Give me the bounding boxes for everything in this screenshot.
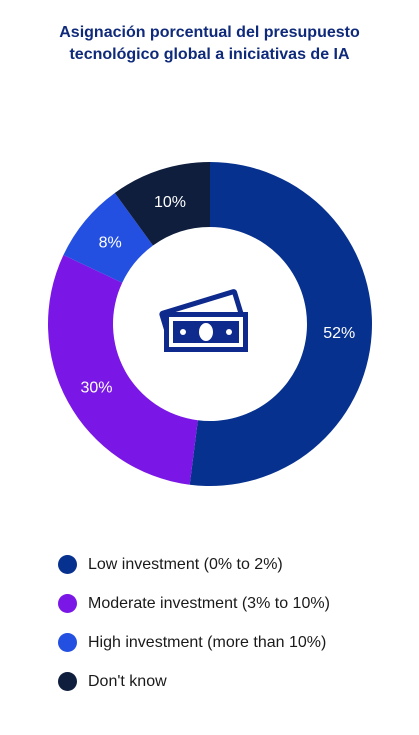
donut-slice-4 bbox=[114, 162, 210, 246]
legend-swatch bbox=[58, 672, 77, 691]
slice-label-1: 52% bbox=[323, 325, 355, 342]
donut-slice-3 bbox=[63, 192, 153, 283]
legend-swatch bbox=[58, 555, 77, 574]
slice-label-4: 10% bbox=[154, 194, 186, 211]
legend-swatch bbox=[58, 633, 77, 652]
donut-slice-1 bbox=[189, 162, 372, 486]
donut-slice-2 bbox=[47, 255, 198, 485]
chart-title: Asignación porcentual del presupuesto te… bbox=[0, 22, 419, 66]
donut-chart: 52% 30% 8% 10% bbox=[47, 162, 372, 486]
legend-swatch bbox=[58, 594, 77, 613]
legend-label: High investment (more than 10%) bbox=[88, 634, 327, 651]
chart-title-line-2: tecnológico global a iniciativas de IA bbox=[69, 46, 350, 63]
slice-label-2: 30% bbox=[81, 379, 113, 396]
legend-label: Low investment (0% to 2%) bbox=[88, 556, 283, 573]
slice-label-3: 8% bbox=[99, 234, 122, 251]
legend-label: Don't know bbox=[88, 673, 167, 690]
money-bills-icon bbox=[159, 289, 248, 352]
chart-title-line-1: Asignación porcentual del presupuesto bbox=[59, 24, 360, 41]
legend-label: Moderate investment (3% to 10%) bbox=[88, 595, 330, 612]
